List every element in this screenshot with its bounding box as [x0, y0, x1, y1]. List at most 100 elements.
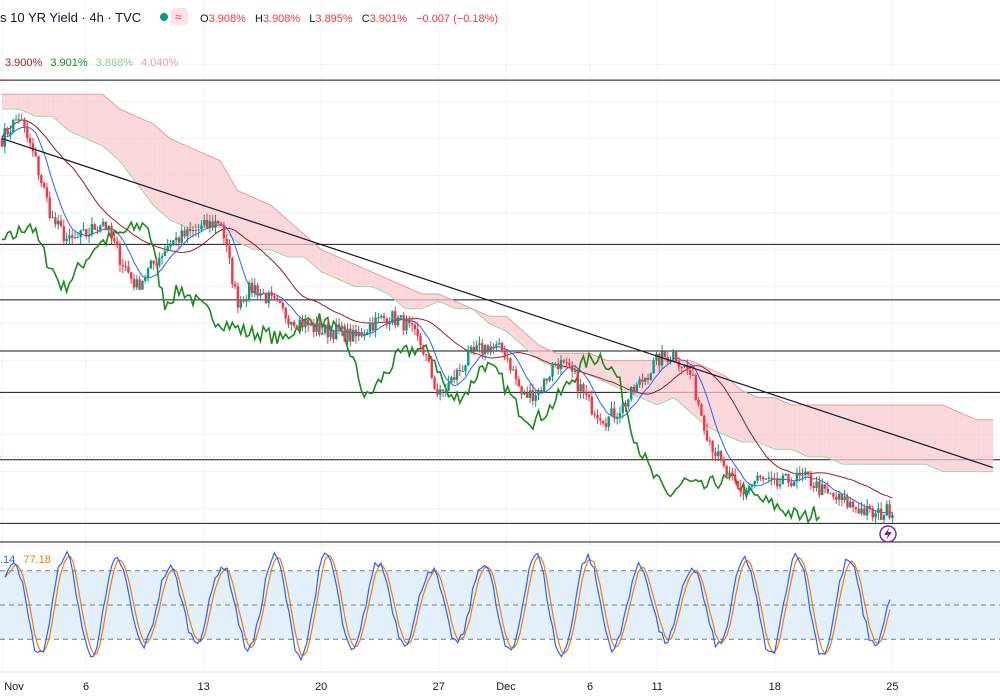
span-a-line: [2, 108, 994, 473]
cloud-segment: [228, 175, 232, 238]
candle-body: [683, 364, 686, 368]
cloud-segment: [831, 405, 835, 461]
cloud-segment: [933, 405, 937, 469]
candle-body: [368, 323, 372, 333]
cloud-segment: [868, 405, 872, 465]
candle-body: [219, 223, 223, 227]
candle-body: [6, 128, 9, 135]
candle-body: [790, 482, 793, 486]
x-tick-label-2: 13: [197, 681, 209, 693]
candle-body: [304, 320, 307, 328]
cloud-segment: [364, 268, 368, 287]
candle-body: [562, 360, 565, 362]
cloud-segment: [157, 127, 161, 212]
cloud-segment: [231, 180, 235, 240]
trendline[interactable]: [1, 138, 993, 469]
cloud-segment: [525, 333, 529, 352]
candle-body: [804, 471, 807, 476]
candle-body: [146, 268, 150, 278]
cloud-segment: [925, 405, 929, 466]
candle-body: [245, 300, 248, 302]
cloud-segment: [194, 149, 198, 228]
cloud-segment: [177, 141, 181, 225]
cloud-segment: [222, 165, 226, 233]
cloud-segment: [89, 94, 93, 142]
cloud-segment: [415, 291, 419, 309]
candle-body: [385, 318, 389, 325]
candle-body: [882, 515, 886, 520]
cloud-segment: [166, 135, 170, 220]
candle-body: [371, 323, 374, 331]
candle-body: [354, 330, 358, 337]
candle-body: [877, 508, 880, 513]
candle-body: [879, 508, 883, 520]
cloud-segment: [67, 94, 70, 132]
candle-body: [59, 220, 63, 227]
candle-body: [770, 477, 773, 480]
candle-body: [422, 345, 425, 354]
candle-body: [500, 342, 504, 352]
candle-body: [394, 311, 397, 326]
cloud-segment: [879, 405, 883, 465]
candle-body: [267, 292, 271, 304]
symbol-title[interactable]: s 10 YR Yield · 4h · TVC: [0, 10, 141, 25]
candle-body: [357, 332, 360, 337]
cloud-segment: [109, 100, 113, 155]
candle-body: [649, 373, 653, 380]
cloud-segment: [69, 94, 73, 133]
cloud-segment: [347, 261, 351, 285]
candle-body: [441, 389, 445, 392]
candle-body: [731, 472, 734, 475]
cloud-segment: [885, 405, 889, 465]
cloud-segment: [327, 252, 331, 276]
cloud-segment: [452, 299, 456, 309]
cloud-segment: [783, 401, 787, 450]
candle-body: [323, 324, 327, 334]
candle-body: [554, 363, 557, 365]
candle-body: [641, 379, 644, 382]
cloud-segment: [588, 353, 592, 376]
cloud-segment: [766, 397, 770, 448]
candle-body: [76, 237, 80, 239]
cloud-segment: [149, 122, 153, 204]
candle-body: [183, 230, 186, 237]
horizontal-levels: [0, 79, 1000, 524]
candle-body: [523, 392, 526, 395]
cloud-segment: [987, 419, 991, 472]
candle-body: [399, 315, 403, 318]
cloud-segment: [871, 405, 875, 465]
cloud-segment: [282, 215, 286, 256]
candle-body: [540, 390, 543, 393]
cloud-segment: [627, 360, 631, 394]
cloud-segment: [418, 292, 422, 309]
cloud-segment: [220, 160, 223, 230]
candle-body: [228, 245, 231, 259]
cloud-segment: [664, 360, 668, 402]
candle-body: [736, 480, 740, 487]
cloud-segment: [625, 360, 628, 393]
candle-body: [85, 229, 88, 237]
lightning-icon[interactable]: [879, 525, 897, 543]
candle-body: [90, 224, 94, 235]
cloud-segment: [16, 94, 19, 110]
candle-body: [73, 237, 77, 239]
candle-body: [141, 280, 144, 290]
candle-body: [818, 481, 821, 496]
candle-body: [309, 323, 313, 326]
x-tick-label-4: 27: [433, 681, 445, 693]
candle-body: [526, 392, 529, 398]
cloud-segment: [888, 405, 892, 465]
approx-icon[interactable]: [171, 8, 188, 25]
candle-body: [509, 358, 512, 371]
x-tick-label-3: 20: [315, 681, 327, 693]
candle-body: [719, 451, 723, 460]
cloud-segment: [324, 251, 328, 275]
cloud-segment: [279, 212, 283, 255]
candle-body: [138, 279, 141, 290]
candle-body: [573, 371, 577, 373]
cloud-segment: [361, 267, 365, 287]
ichimoku-lines: [1, 119, 893, 525]
cloud-segment: [851, 405, 855, 465]
candle-body: [197, 229, 200, 231]
